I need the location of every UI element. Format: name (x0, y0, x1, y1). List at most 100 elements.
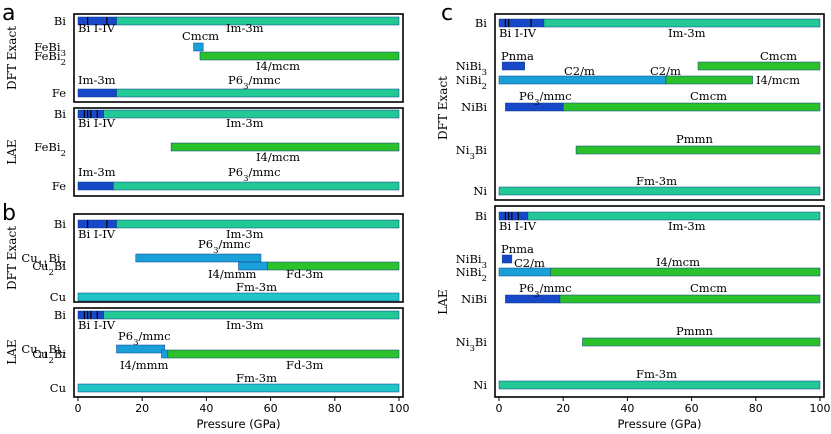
phase-label: I4/mcm (756, 73, 800, 87)
x-tick-label: 80 (328, 402, 342, 415)
phase-label: Im-3m (78, 73, 116, 87)
row-label: Cu11Bi7 (21, 342, 66, 361)
phase-bar (116, 344, 165, 354)
phase-bar (550, 267, 821, 277)
row-label: Bi (475, 16, 487, 30)
x-tick-label: 0 (496, 402, 503, 415)
phase-bar (505, 294, 561, 304)
row-label: NiBi2 (456, 73, 487, 92)
phase-label: Cmcm (182, 29, 219, 43)
phase-bar (77, 88, 117, 98)
phase-bar (199, 51, 400, 61)
row-label: Ni (473, 184, 487, 198)
row-label: Cu (50, 381, 66, 395)
phase-bar (562, 102, 821, 112)
phase-bar (170, 142, 400, 152)
panel-letter: b (2, 201, 16, 226)
phase-label: C2/m (650, 64, 681, 78)
plot-frame (494, 13, 825, 201)
phase-label: Fd-3m (286, 267, 324, 281)
phase-label: Bi I-IV (78, 227, 116, 241)
phase-label: Im-3m (668, 219, 706, 233)
phase-bar (665, 75, 753, 85)
phase-bar (77, 181, 114, 191)
x-tick-label: 80 (749, 402, 763, 415)
phase-label: Im-3m (226, 116, 264, 130)
phase-bar (116, 219, 400, 229)
phase-bar (498, 186, 821, 196)
phase-label: C2/m (514, 256, 545, 270)
row-label: NiBi2 (456, 265, 487, 284)
x-axis-title: Pressure (GPa) (196, 417, 280, 431)
phase-label: Im-3m (226, 21, 264, 35)
phase-label: P63/mmc (228, 73, 281, 92)
row-label: Ni (473, 378, 487, 392)
phase-bar (575, 145, 821, 155)
phase-label: Im-3m (668, 26, 706, 40)
phase-label: Fm-3m (636, 367, 677, 381)
row-label: NiBi (461, 100, 487, 114)
phase-label: Im-3m (78, 165, 116, 179)
x-tick-label: 40 (199, 402, 213, 415)
method-label: DFT Exact (5, 226, 19, 290)
method-label: DFT Exact (436, 76, 450, 140)
phase-label: Pmmn (676, 132, 714, 146)
plot-frame (73, 107, 404, 197)
phase-bar (267, 261, 400, 271)
x-tick-label: 60 (685, 402, 699, 415)
phase-bar (559, 294, 821, 304)
row-label: Bi (54, 217, 66, 231)
phase-bar (116, 88, 400, 98)
phase-label: Bi I-IV (78, 21, 116, 35)
row-label: FeBi2 (34, 140, 66, 159)
phase-bar (543, 18, 821, 28)
plot-frame (73, 307, 404, 398)
row-label: NiBi3 (456, 59, 487, 78)
x-tick-label: 0 (75, 402, 82, 415)
x-tick-label: 60 (264, 402, 278, 415)
phase-bar (103, 310, 400, 320)
x-tick-label: 40 (620, 402, 634, 415)
x-tick-label: 100 (389, 402, 410, 415)
row-label: Cu (50, 290, 66, 304)
phase-bar (116, 16, 400, 26)
phase-bar (77, 383, 400, 393)
plot-frame (73, 13, 404, 103)
row-label: Bi (54, 308, 66, 322)
phase-label: P63/mmc (118, 329, 171, 348)
phase-label: Pnma (501, 242, 534, 256)
method-label: LAE (5, 139, 19, 164)
phase-label: C2/m (564, 64, 595, 78)
phase-label: Pnma (501, 49, 534, 63)
x-axis-title: Pressure (GPa) (617, 417, 701, 431)
phase-bar (113, 181, 400, 191)
row-label: NiBi3 (456, 252, 487, 271)
phase-label: Bi I-IV (499, 219, 537, 233)
row-label: Cu2Bi (32, 347, 66, 366)
phase-label: P63/mmc (519, 89, 572, 108)
phase-label: I4/mcm (256, 59, 300, 73)
phase-label: Bi I-IV (78, 318, 116, 332)
phase-label: Cmcm (690, 89, 727, 103)
phase-bar (501, 254, 513, 264)
panel-a-block-1: LAE Bi FeBi2 Fe (5, 107, 404, 197)
row-label: Cu2Bi (32, 259, 66, 278)
row-label: Bi (54, 107, 66, 121)
plot-frame (494, 205, 825, 398)
x-tick-label: 100 (810, 402, 831, 415)
phase-label: Im-3m (226, 227, 264, 241)
phase-label: Fm-3m (236, 280, 277, 294)
phase-label: Cmcm (760, 49, 797, 63)
plot-frame (73, 213, 404, 303)
x-tick-label: 20 (556, 402, 570, 415)
phase-label: I4/mmm (120, 358, 169, 372)
method-label: DFT Exact (5, 26, 19, 90)
phase-label: Fm-3m (636, 174, 677, 188)
phase-bar (135, 253, 262, 263)
row-label: FeBi2 (34, 49, 66, 68)
row-label: Ni3Bi (456, 143, 488, 162)
phase-bar (582, 337, 821, 347)
